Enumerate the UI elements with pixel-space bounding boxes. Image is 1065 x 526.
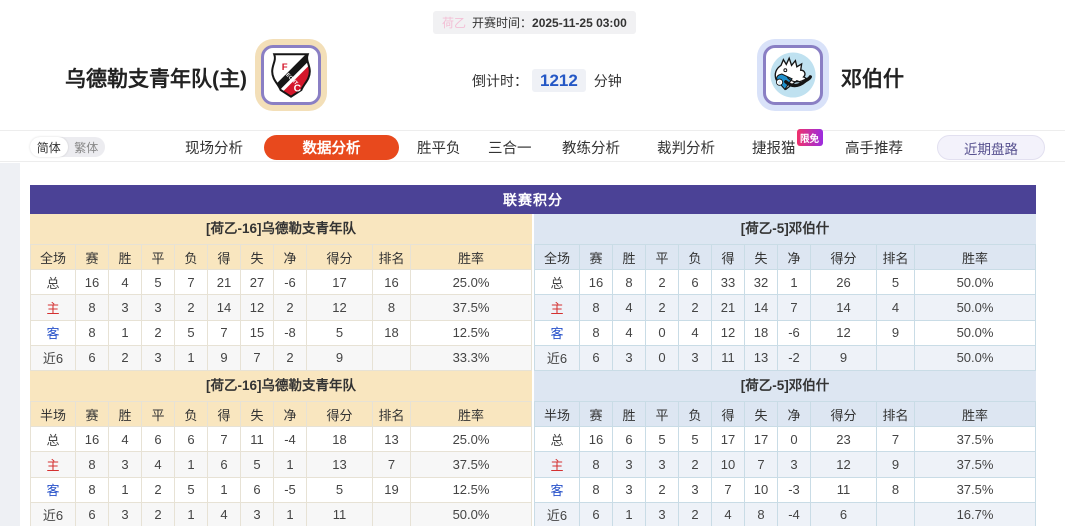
svg-text:C: C (294, 83, 302, 94)
svg-text:F: F (282, 61, 288, 72)
